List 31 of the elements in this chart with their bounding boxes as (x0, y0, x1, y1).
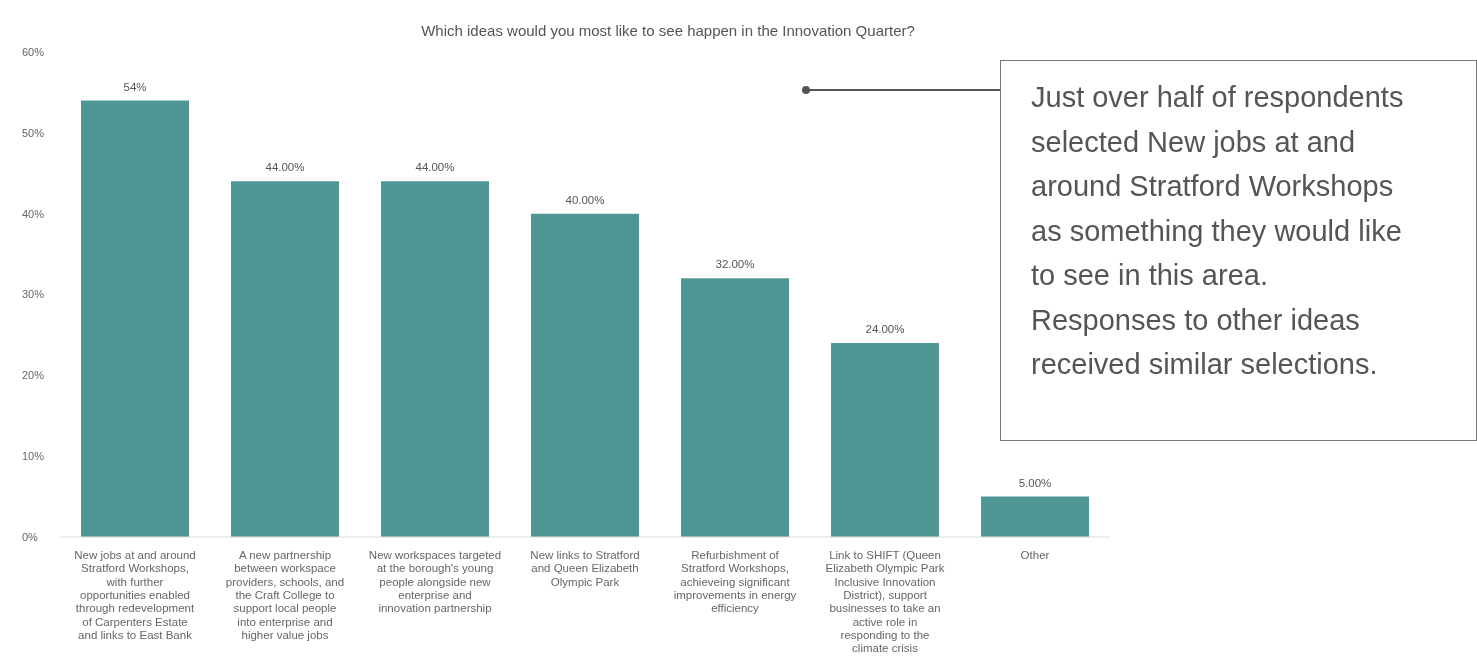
bar (81, 100, 189, 537)
y-tick-label: 10% (22, 450, 45, 463)
y-tick-label: 0% (22, 530, 39, 543)
data-label: 54% (123, 80, 147, 93)
x-tick-label: Other (1020, 549, 1050, 561)
y-tick-label: 60% (22, 45, 45, 58)
data-label: 44.00% (265, 161, 305, 174)
x-tick-label: Link to SHIFT (Queen Elizabeth Olympic Park Inclusive Innovation District), support businesses to take an active role in responding to the climate crisis (825, 549, 945, 655)
x-tick-label: New links to Stratford and Queen Elizabeth Olympic Park (530, 549, 640, 588)
data-label: 24.00% (865, 323, 905, 335)
data-label: 5.00% (1018, 476, 1052, 489)
y-tick-label: 20% (22, 369, 45, 382)
bar (831, 343, 939, 537)
data-label: 40.00% (565, 193, 605, 206)
x-tick-label: New workspaces targeted at the borough's young people alongside new enterprise and innovation partnership (368, 549, 502, 615)
x-tick-label: A new partnership between workspace providers, schools, and the Craft College to support local people into enterprise and higher value jobs (225, 549, 345, 641)
callout-box: Just over half of respondents selected New jobs at and around Stratford Workshops as something they would like to see in this area. Responses to other ideas received similar selections. (1000, 60, 1477, 441)
bar (531, 213, 639, 537)
bar (981, 496, 1089, 537)
x-tick-label: New jobs at and around Stratford Workshops, with further opportunities enabled through redevelopment of Carpenters Estate and links to East Bank (74, 549, 196, 641)
data-label: 32.00% (715, 258, 755, 271)
chart-title: Which ideas would you most like to see happen in the Innovation Quarter? (421, 22, 915, 39)
bar (381, 181, 489, 537)
annotation: Just over half of respondents selected New jobs at and around Stratford Workshops as something they would like to see in this area. Responses to other ideas received similar selections. (1031, 80, 1405, 382)
bar (681, 278, 789, 537)
y-tick-label: 30% (22, 288, 45, 301)
data-label: 44.00% (415, 161, 455, 174)
y-tick-label: 50% (22, 126, 45, 139)
x-tick-label: Refurbishment of Stratford Workshops, achieveing significant improvements in energy efficiency (673, 549, 797, 615)
bar (231, 181, 339, 537)
y-tick-label: 40% (22, 207, 45, 220)
